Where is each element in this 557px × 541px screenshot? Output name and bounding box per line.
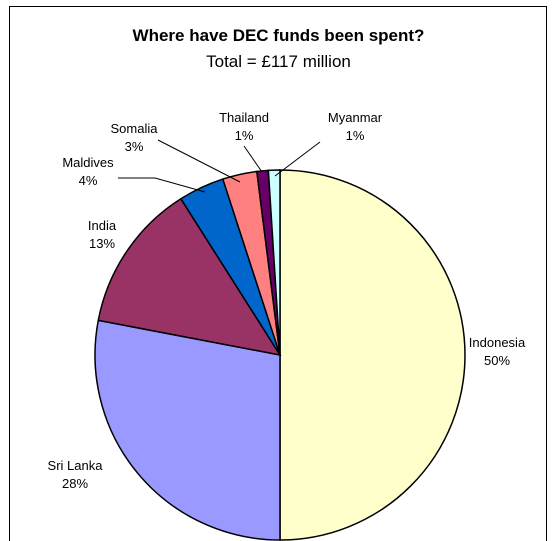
slice-percent-india: 13% <box>89 236 115 251</box>
leader-line-myanmar <box>274 141 321 177</box>
slice-percent-indonesia: 50% <box>484 353 510 368</box>
leader-line-somalia <box>157 139 241 183</box>
slice-percent-sri-lanka: 28% <box>62 476 88 491</box>
slice-percent-somalia: 3% <box>125 139 144 154</box>
pie-slice-india <box>97 197 282 357</box>
slice-label-somalia: Somalia <box>111 121 159 136</box>
pie-slice-myanmar <box>267 169 281 356</box>
slice-label-maldives: Maldives <box>62 155 114 170</box>
slice-percent-maldives: 4% <box>79 173 98 188</box>
leader-line-maldives <box>118 177 206 193</box>
slice-label-india: India <box>88 218 117 233</box>
slice-percent-myanmar: 1% <box>346 128 365 143</box>
slice-label-thailand: Thailand <box>219 110 269 125</box>
slice-percent-thailand: 1% <box>235 128 254 143</box>
slice-label-sri-lanka: Sri Lanka <box>48 458 104 473</box>
slice-label-myanmar: Myanmar <box>328 110 383 125</box>
leader-line-thailand <box>243 145 263 173</box>
chart-subtitle: Total = £117 million <box>206 52 351 71</box>
slice-label-indonesia: Indonesia <box>469 335 526 350</box>
pie-slice-indonesia <box>279 169 466 541</box>
pie-slice-sri-lanka <box>94 319 281 541</box>
chart-title: Where have DEC funds been spent? <box>132 26 425 45</box>
